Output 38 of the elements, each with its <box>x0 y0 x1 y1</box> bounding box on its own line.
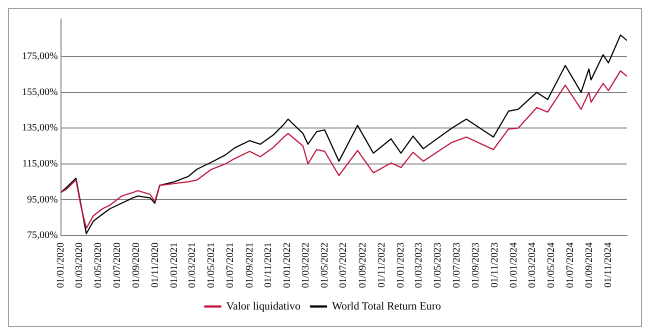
x-tick-label: 01/09/2021 <box>244 242 256 288</box>
x-tick-label: 01/01/2021 <box>168 242 180 288</box>
x-tick-label: 01/07/2022 <box>338 242 350 288</box>
x-tick-label: 01/03/2022 <box>300 242 312 288</box>
x-tick-label: 01/05/2023 <box>432 242 444 288</box>
x-tick-label: 01/01/2024 <box>508 242 520 288</box>
legend-label: Valor liquidativo <box>226 300 301 312</box>
x-tick-label: 01/11/2020 <box>150 242 162 288</box>
x-tick-label: 01/03/2021 <box>187 242 198 288</box>
x-tick-label: 01/05/2024 <box>546 242 557 288</box>
legend-label: World Total Return Euro <box>332 300 442 312</box>
x-tick-label: 01/03/2024 <box>527 242 538 288</box>
y-tick-label: 95,00% <box>26 194 58 206</box>
x-tick-label: 01/01/2020 <box>55 242 66 288</box>
x-tick-label: 01/11/2024 <box>603 242 614 288</box>
x-tick-label: 01/11/2021 <box>263 242 274 288</box>
x-tick-label: 01/09/2023 <box>470 242 482 288</box>
x-tick-label: 01/09/2020 <box>131 242 142 288</box>
x-tick-label: 01/01/2023 <box>395 242 406 288</box>
x-tick-label: 01/07/2024 <box>564 242 576 288</box>
x-tick-label: 01/11/2022 <box>376 242 388 288</box>
y-tick-label: 175,00% <box>22 51 58 62</box>
x-tick-label: 01/03/2020 <box>74 242 86 288</box>
x-tick-label: 01/05/2022 <box>319 242 330 288</box>
x-tick-label: 01/05/2020 <box>92 242 104 288</box>
y-tick-label: 135,00% <box>22 122 58 134</box>
x-tick-label: 01/11/2023 <box>490 242 501 288</box>
x-tick-label: 01/09/2022 <box>357 242 368 288</box>
x-tick-label: 01/05/2021 <box>206 242 218 288</box>
x-tick-label: 01/03/2023 <box>414 242 425 288</box>
x-tick-label: 01/01/2022 <box>282 242 294 288</box>
x-tick-label: 01/07/2021 <box>225 242 236 288</box>
x-tick-label: 01/07/2020 <box>112 242 123 288</box>
x-tick-label: 01/07/2023 <box>451 242 462 288</box>
y-tick-label: 75,00% <box>26 230 58 242</box>
x-tick-label: 01/09/2024 <box>584 242 596 288</box>
y-tick-label: 155,00% <box>22 86 58 98</box>
y-tick-label: 115,00% <box>22 158 58 170</box>
